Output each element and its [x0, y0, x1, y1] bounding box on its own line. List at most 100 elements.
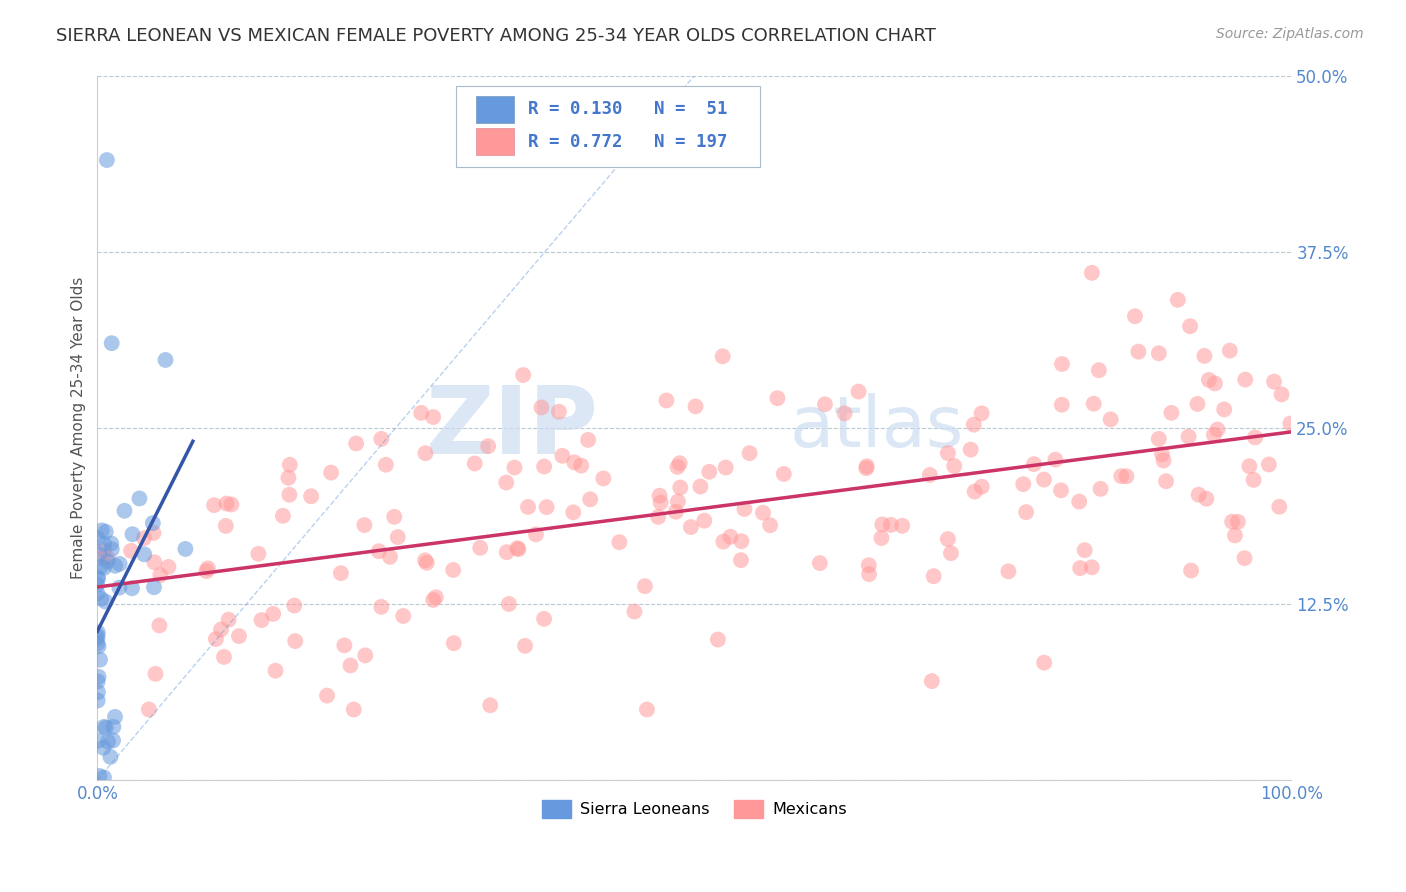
Text: SIERRA LEONEAN VS MEXICAN FEMALE POVERTY AMONG 25-34 YEAR OLDS CORRELATION CHART: SIERRA LEONEAN VS MEXICAN FEMALE POVERTY…	[56, 27, 936, 45]
Point	[1050, 483, 1073, 498]
Point	[1160, 406, 1182, 420]
Point	[666, 459, 689, 474]
Point	[413, 553, 436, 567]
Point	[114, 504, 136, 518]
Point	[562, 455, 585, 469]
Point	[711, 534, 734, 549]
Point	[142, 525, 165, 540]
Point	[1045, 452, 1067, 467]
Point	[87, 625, 110, 640]
Point	[120, 544, 142, 558]
Point	[443, 636, 465, 650]
Point	[1073, 543, 1095, 558]
Point	[86, 571, 108, 585]
Point	[1167, 293, 1189, 307]
Point	[1233, 551, 1256, 566]
Point	[943, 458, 966, 473]
Point	[970, 406, 993, 420]
Point	[551, 449, 574, 463]
Text: atlas: atlas	[790, 393, 965, 462]
Point	[1213, 402, 1236, 417]
Point	[149, 568, 172, 582]
Point	[855, 459, 877, 474]
Point	[711, 349, 734, 363]
Point	[1198, 373, 1220, 387]
Point	[104, 558, 127, 573]
Point	[87, 685, 110, 699]
Point	[693, 514, 716, 528]
Point	[425, 591, 447, 605]
Point	[96, 153, 118, 167]
Point	[101, 733, 124, 747]
Point	[121, 527, 143, 541]
Text: R = 0.130   N =  51: R = 0.130 N = 51	[529, 100, 728, 119]
Point	[319, 466, 342, 480]
Point	[101, 542, 124, 557]
Point	[1263, 375, 1285, 389]
Point	[506, 541, 529, 556]
Point	[247, 547, 270, 561]
Point	[93, 740, 115, 755]
Point	[918, 468, 941, 483]
Point	[87, 670, 110, 684]
Point	[636, 702, 658, 716]
Point	[387, 530, 409, 544]
Y-axis label: Female Poverty Among 25-34 Year Olds: Female Poverty Among 25-34 Year Olds	[72, 277, 86, 579]
Point	[533, 612, 555, 626]
Point	[142, 516, 165, 530]
Point	[86, 586, 108, 600]
Point	[128, 491, 150, 506]
Point	[93, 537, 115, 551]
Point	[90, 559, 112, 574]
Point	[495, 475, 517, 490]
Point	[1115, 469, 1137, 483]
Point	[848, 384, 870, 399]
Point	[718, 530, 741, 544]
Point	[93, 771, 115, 785]
Point	[1279, 417, 1302, 431]
Point	[86, 636, 108, 650]
Point	[97, 551, 120, 566]
Point	[218, 613, 240, 627]
Point	[939, 546, 962, 560]
Point	[145, 666, 167, 681]
FancyBboxPatch shape	[456, 87, 761, 167]
Point	[271, 508, 294, 523]
Point	[87, 733, 110, 747]
Point	[834, 406, 856, 420]
Point	[1270, 387, 1292, 401]
Point	[891, 518, 914, 533]
Point	[197, 561, 219, 575]
Point	[209, 623, 232, 637]
Point	[174, 541, 197, 556]
Point	[495, 545, 517, 559]
Point	[513, 639, 536, 653]
Point	[143, 580, 166, 594]
Point	[1243, 473, 1265, 487]
Point	[157, 560, 180, 574]
Point	[90, 591, 112, 606]
Point	[94, 721, 117, 735]
Point	[814, 397, 837, 411]
Point	[733, 502, 755, 516]
Point	[370, 432, 392, 446]
Point	[1220, 515, 1243, 529]
Point	[759, 518, 782, 533]
Point	[89, 653, 111, 667]
Point	[1177, 430, 1199, 444]
Text: ZIP: ZIP	[426, 382, 599, 474]
Point	[108, 557, 131, 571]
Point	[752, 506, 775, 520]
Point	[959, 442, 981, 457]
Point	[1099, 412, 1122, 426]
Point	[1178, 319, 1201, 334]
Point	[121, 581, 143, 595]
Point	[86, 628, 108, 642]
Point	[277, 471, 299, 485]
Point	[963, 484, 986, 499]
Point	[922, 569, 945, 583]
Point	[1033, 473, 1056, 487]
Point	[766, 391, 789, 405]
Point	[970, 480, 993, 494]
Point	[536, 500, 558, 515]
